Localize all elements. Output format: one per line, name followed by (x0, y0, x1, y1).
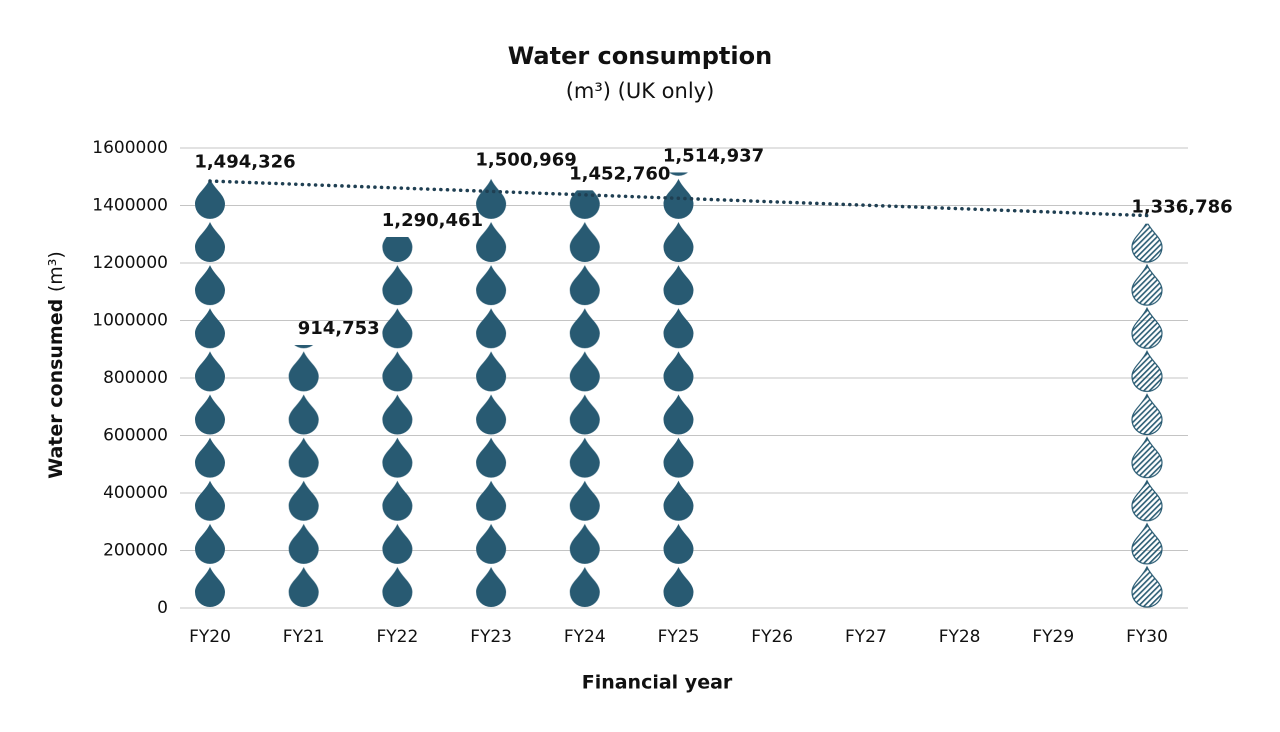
chart-subtitle: (m³) (UK only) (566, 79, 715, 103)
y-tick-label: 1400000 (92, 196, 168, 216)
x-tick-label: FY29 (1032, 627, 1074, 647)
y-tick-label: 800000 (103, 368, 168, 388)
drop-column (185, 178, 235, 608)
drop-column (372, 236, 423, 608)
drop-column (1122, 223, 1172, 609)
y-axis-label-unit: (m³) (45, 251, 67, 292)
x-tick-label: FY30 (1126, 627, 1168, 647)
y-tick-label: 1600000 (92, 138, 168, 158)
x-tick-label: FY25 (658, 627, 700, 647)
y-tick-label: 600000 (103, 426, 168, 446)
drop-column (653, 172, 704, 608)
trend-line (208, 179, 1149, 218)
y-tick-label: 1200000 (92, 253, 168, 273)
value-label: 1,336,786 (1131, 197, 1232, 218)
y-tick-label: 1000000 (92, 311, 168, 331)
x-tick-label: FY22 (377, 627, 419, 647)
x-tick-label: FY20 (189, 627, 231, 647)
x-tick-label: FY26 (751, 627, 793, 647)
value-label: 1,452,760 (569, 163, 670, 184)
value-label: 1,494,326 (194, 151, 295, 172)
value-label: 1,290,461 (382, 210, 483, 231)
value-label: 914,753 (298, 318, 380, 339)
x-axis-label: Financial year (582, 672, 733, 694)
drop-column (466, 176, 517, 608)
y-tick-label: 200000 (103, 541, 168, 561)
y-tick-label: 0 (157, 598, 168, 618)
x-tick-label: FY23 (470, 627, 512, 647)
y-axis-label: Water consumed (m³) (45, 251, 67, 479)
drop-column (559, 190, 610, 609)
value-label: 1,500,969 (475, 149, 576, 170)
drop-column (278, 345, 329, 608)
y-axis-label-main: Water consumed (45, 299, 67, 479)
chart-title: Water consumption (508, 42, 772, 70)
x-tick-label: FY21 (283, 627, 325, 647)
x-tick-label: FY24 (564, 627, 606, 647)
x-tick-label: FY27 (845, 627, 887, 647)
y-tick-label: 400000 (103, 483, 168, 503)
x-tick-label: FY28 (939, 627, 981, 647)
value-label: 1,514,937 (663, 145, 764, 166)
